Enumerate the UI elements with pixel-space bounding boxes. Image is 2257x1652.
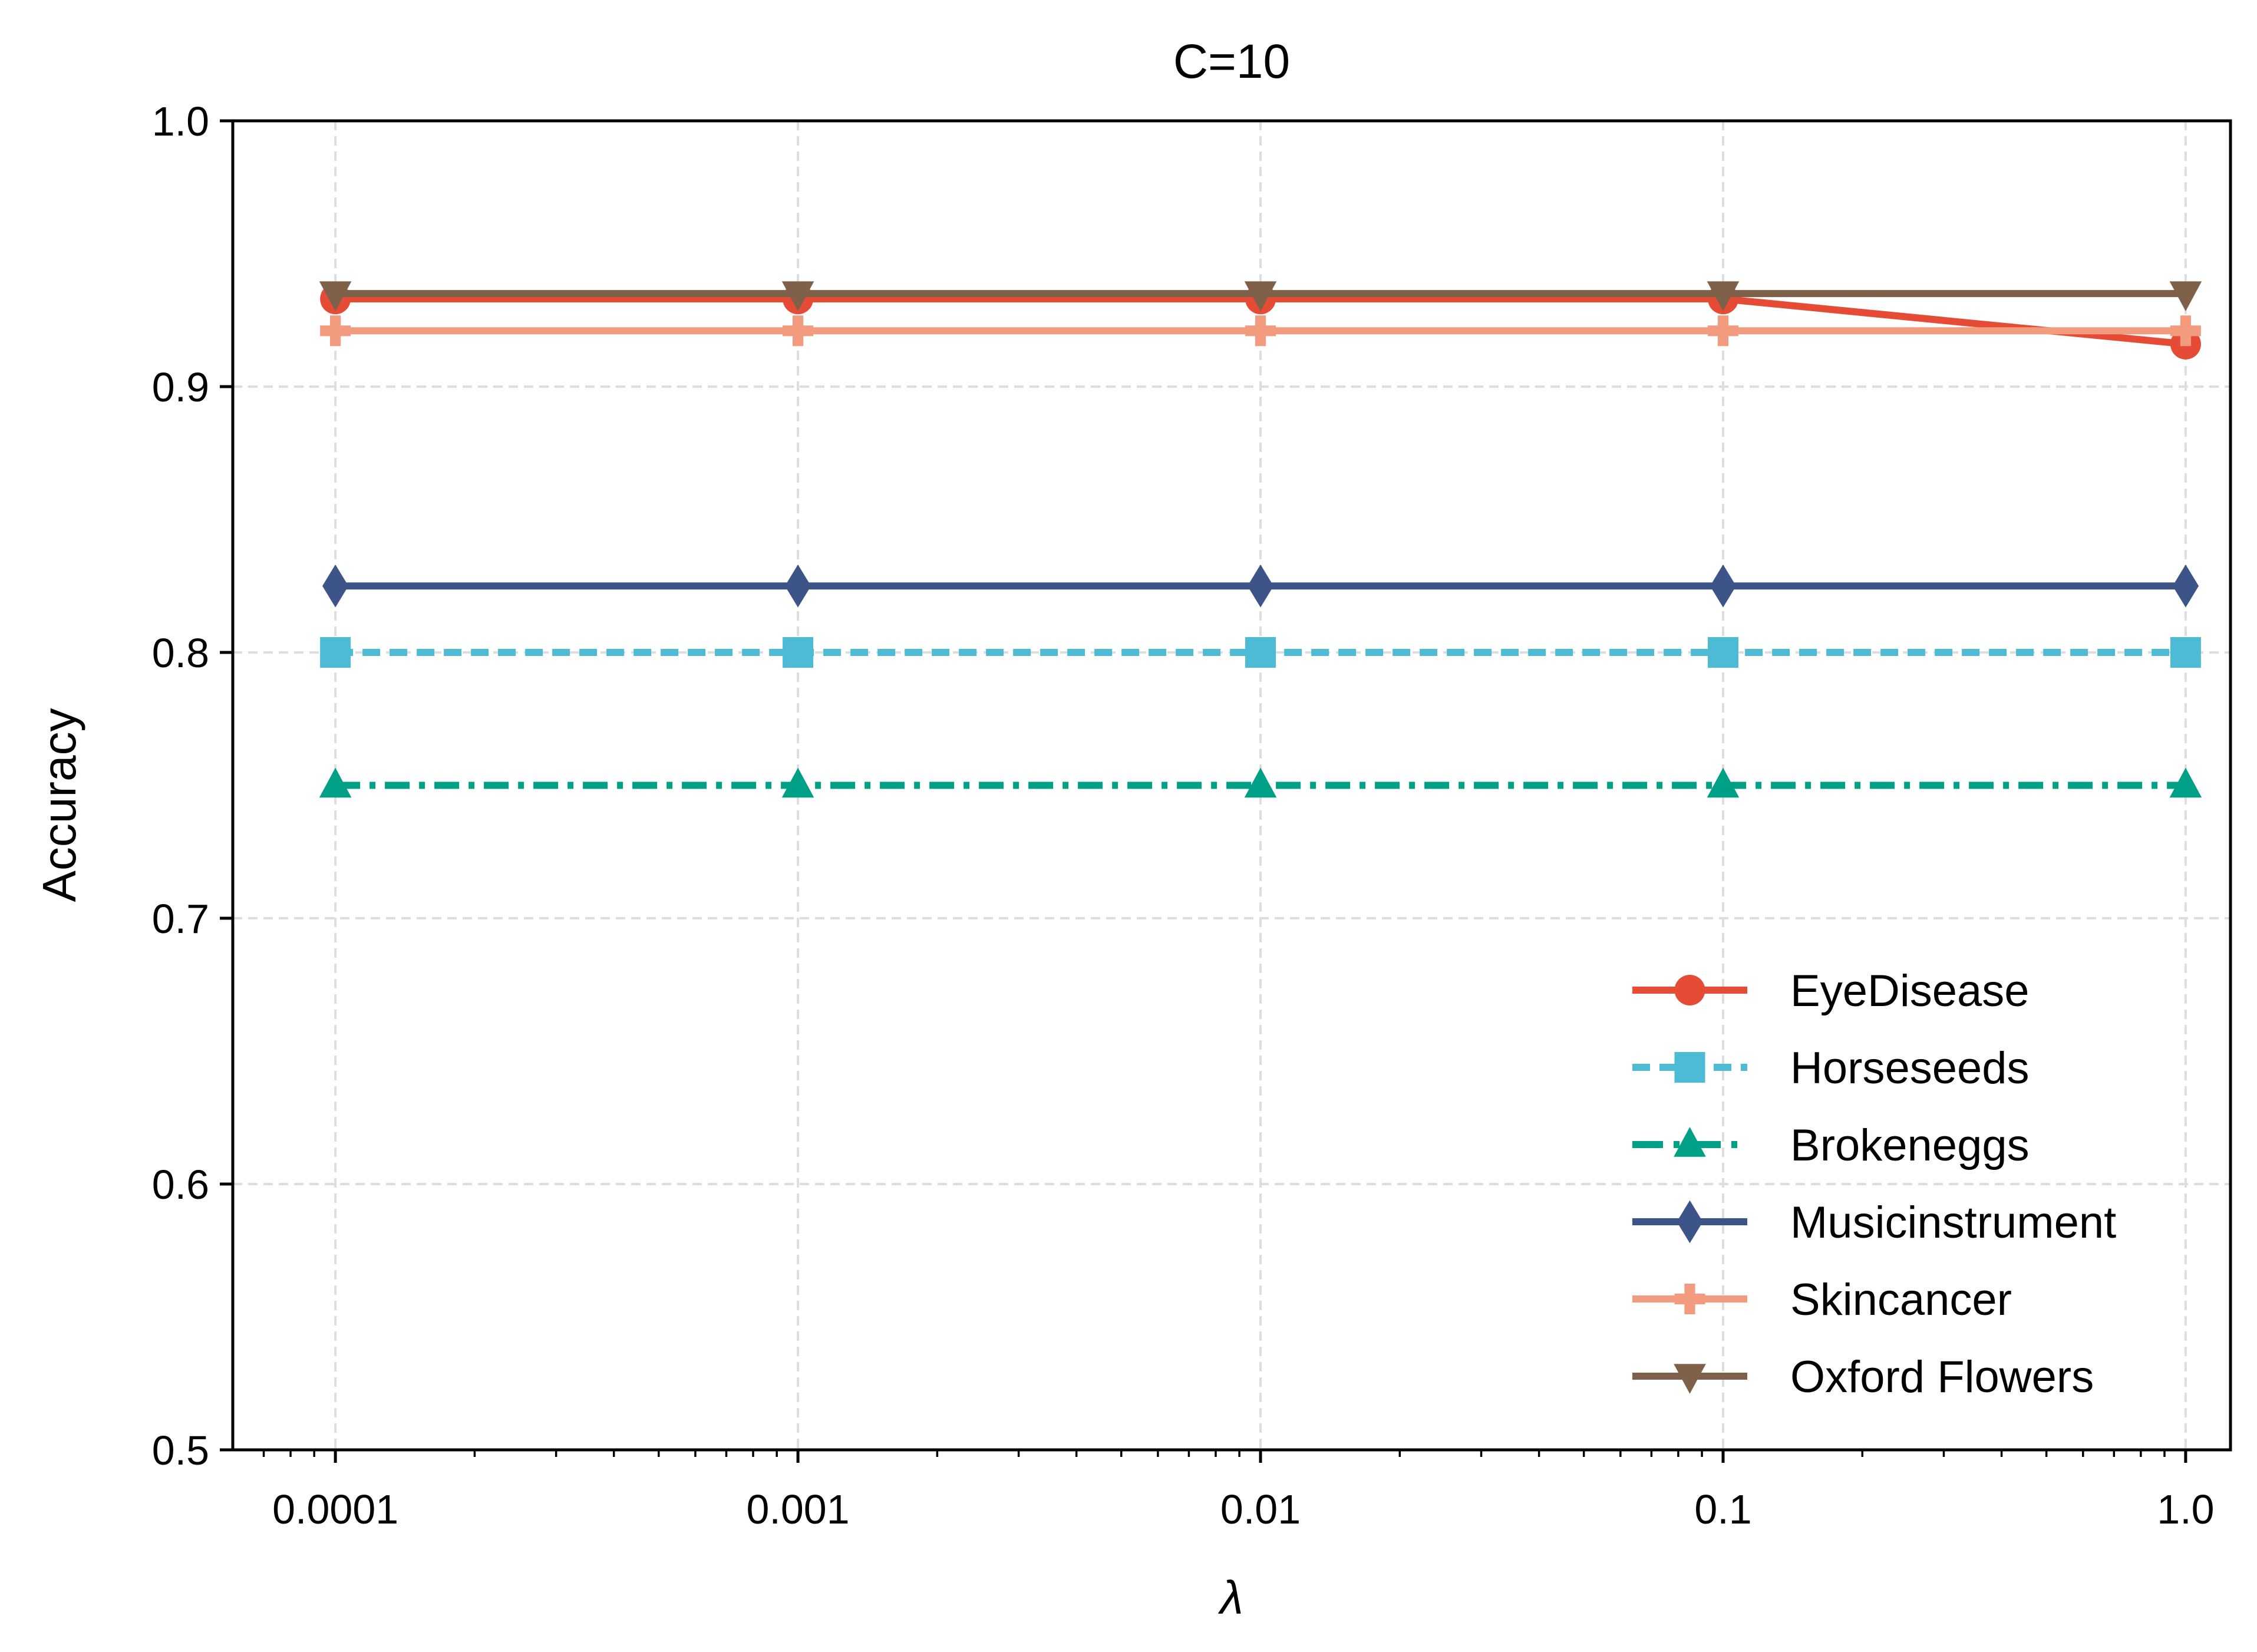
legend-entry: Skincancer xyxy=(1632,1275,2012,1325)
x-tick-label: 0.001 xyxy=(747,1486,850,1532)
y-tick-label: 0.8 xyxy=(152,630,209,676)
data-point xyxy=(1245,315,1276,347)
data-point xyxy=(781,281,814,312)
axes: 0.5 0.6 0.7 0.8 0.9 1.0 0.0001 0.001 0.01 0.1 1.0 xyxy=(152,98,2232,1532)
legend-entry: Horseseeds xyxy=(1632,1043,2030,1093)
legend-label: Oxford Flowers xyxy=(1790,1352,2094,1402)
legend: EyeDisease Horseseeds Brokeneggs Musicinstr… xyxy=(1632,966,2116,1402)
data-point xyxy=(1247,564,1274,608)
legend-entry: Musicinstrument xyxy=(1632,1198,2116,1248)
legend-label: EyeDisease xyxy=(1790,966,2030,1016)
data-point xyxy=(1710,564,1737,608)
data-point xyxy=(784,564,811,608)
y-tick-label: 1.0 xyxy=(152,98,209,144)
plot-frame xyxy=(231,119,2232,1452)
legend-label: Skincancer xyxy=(1790,1275,2012,1325)
data-point xyxy=(1244,767,1277,798)
data-point xyxy=(320,315,351,347)
data-point xyxy=(2170,637,2201,668)
data-point xyxy=(2169,767,2202,798)
legend-label: Horseseeds xyxy=(1790,1043,2030,1093)
data-point xyxy=(1707,767,1740,798)
data-point xyxy=(322,564,349,608)
legend-marker xyxy=(1677,1200,1703,1244)
data-point xyxy=(320,637,351,668)
legend-marker xyxy=(1674,1052,1705,1083)
y-tick-label: 0.6 xyxy=(152,1162,209,1208)
data-point xyxy=(319,281,352,312)
data-point xyxy=(2170,315,2201,347)
series-lines xyxy=(319,281,2202,798)
data-point xyxy=(781,767,814,798)
legend-marker xyxy=(1674,1364,1706,1394)
x-tick-label: 0.1 xyxy=(1694,1486,1751,1532)
y-axis-label: Accuracy xyxy=(33,708,85,902)
series-brokeneggs xyxy=(319,767,2202,798)
chart-title: C=10 xyxy=(1173,35,1290,88)
data-point xyxy=(1707,637,1738,668)
legend-entry: Oxford Flowers xyxy=(1632,1352,2094,1402)
y-tick-label: 0.5 xyxy=(152,1427,209,1473)
x-tick-label: 1.0 xyxy=(2157,1486,2214,1532)
x-tick-label: 0.0001 xyxy=(272,1486,398,1532)
series-musicinstrument xyxy=(322,564,2199,608)
legend-entry: Brokeneggs xyxy=(1632,1120,2030,1170)
legend-marker xyxy=(1674,1127,1706,1157)
legend-label: Musicinstrument xyxy=(1790,1198,2116,1248)
y-tick-label: 0.9 xyxy=(152,364,209,410)
series-oxford-flowers xyxy=(319,281,2202,312)
series-skincancer xyxy=(320,315,2201,347)
data-point xyxy=(2169,281,2202,312)
data-point xyxy=(1244,281,1277,312)
x-tick-label: 0.01 xyxy=(1220,1486,1301,1532)
data-point xyxy=(783,315,814,347)
y-tick-label: 0.7 xyxy=(152,896,209,942)
data-point xyxy=(319,767,352,798)
legend-marker xyxy=(1674,975,1705,1005)
data-point xyxy=(1245,637,1276,668)
data-point xyxy=(2172,564,2199,608)
x-axis-label: λ xyxy=(1217,1571,1243,1624)
legend-marker xyxy=(1674,1284,1705,1314)
data-point xyxy=(1707,281,1740,312)
legend-entry: EyeDisease xyxy=(1632,966,2030,1016)
series-horseseeds xyxy=(320,637,2201,668)
legend-label: Brokeneggs xyxy=(1790,1120,2030,1170)
data-point xyxy=(1707,315,1738,347)
data-point xyxy=(783,637,814,668)
